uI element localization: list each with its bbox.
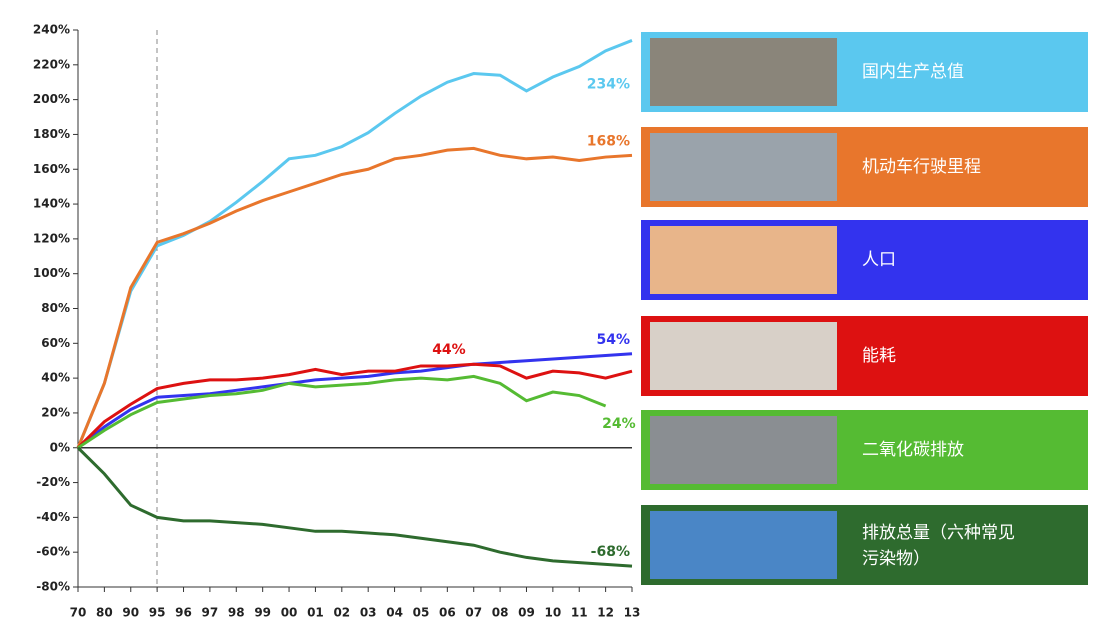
legend-item: 能耗 — [641, 316, 1088, 396]
x-tick-label: 01 — [307, 606, 324, 620]
series-line — [77, 352, 633, 449]
y-tick-label: 0% — [50, 440, 70, 454]
y-tick-label: 60% — [41, 336, 70, 350]
y-tick-label: 100% — [33, 266, 70, 280]
y-tick-label: 140% — [33, 197, 70, 211]
y-tick-label: -80% — [36, 580, 70, 594]
x-tick-label: 12 — [597, 606, 614, 620]
series-line — [77, 374, 607, 450]
legend-label: 国内生产总值 — [862, 62, 964, 82]
y-tick-label: 20% — [41, 405, 70, 419]
x-tick-label: 07 — [465, 606, 482, 620]
y-tick-label: -40% — [36, 510, 70, 524]
legend-item: 二氧化碳排放 — [641, 410, 1088, 490]
x-tick-label: 10 — [545, 606, 562, 620]
x-tick-label: 70 — [70, 606, 87, 620]
legend-label: 排放总量（六种常见污染物） — [862, 523, 1015, 569]
legend-photo — [650, 322, 837, 390]
y-tick-label: -20% — [36, 475, 70, 489]
legend-label: 二氧化碳排放 — [862, 440, 964, 460]
x-tick-label: 00 — [281, 606, 298, 620]
legend-item: 国内生产总值 — [641, 32, 1088, 112]
value-label: 168% — [587, 133, 630, 149]
series-line — [76, 146, 633, 449]
x-tick-label: 11 — [571, 606, 588, 620]
legend-item: 机动车行驶里程 — [641, 127, 1088, 207]
y-tick-label: 40% — [41, 371, 70, 385]
x-tick-label: 99 — [254, 606, 271, 620]
y-tick-label: -60% — [36, 545, 70, 559]
legend-photo — [650, 133, 837, 201]
y-tick-label: 160% — [33, 162, 70, 176]
y-tick-label: 180% — [33, 127, 70, 141]
x-tick-label: 80 — [96, 606, 113, 620]
y-tick-label: 200% — [33, 92, 70, 106]
legend-label: 人口 — [862, 250, 896, 270]
x-tick-label: 04 — [386, 606, 403, 620]
x-tick-label: 13 — [624, 606, 641, 620]
value-label: 54% — [596, 332, 630, 348]
x-tick-label: 90 — [122, 606, 139, 620]
x-tick-label: 02 — [333, 606, 350, 620]
x-tick-label: 96 — [175, 606, 192, 620]
legend-photo — [650, 511, 837, 579]
x-tick-label: 09 — [518, 606, 535, 620]
x-tick-label: 95 — [149, 606, 166, 620]
value-label: 44% — [432, 342, 466, 358]
x-tick-label: 08 — [492, 606, 509, 620]
legend-photo — [650, 38, 837, 106]
value-label: -68% — [591, 544, 630, 560]
y-tick-label: 120% — [33, 231, 70, 245]
x-tick-label: 06 — [439, 606, 456, 620]
value-label: 24% — [602, 416, 636, 432]
series-line — [76, 39, 633, 449]
y-tick-label: 220% — [33, 57, 70, 71]
legend-label-line: 污染物） — [862, 549, 930, 569]
x-tick-label: 97 — [202, 606, 219, 620]
legend-label: 机动车行驶里程 — [862, 157, 981, 177]
y-tick-label: 80% — [41, 301, 70, 315]
series-line — [76, 446, 633, 568]
legend-item: 排放总量（六种常见污染物） — [641, 505, 1088, 585]
value-label: 234% — [587, 76, 630, 92]
legend-photo — [650, 226, 837, 294]
x-tick-label: 98 — [228, 606, 245, 620]
legend-item: 人口 — [641, 220, 1088, 300]
legend-label: 能耗 — [862, 346, 896, 366]
x-tick-label: 03 — [360, 606, 377, 620]
legend-photo — [650, 416, 837, 484]
y-tick-label: 240% — [33, 23, 70, 37]
legend-label-line: 排放总量（六种常见 — [862, 523, 1015, 543]
x-tick-label: 05 — [413, 606, 430, 620]
series-line — [76, 362, 633, 449]
